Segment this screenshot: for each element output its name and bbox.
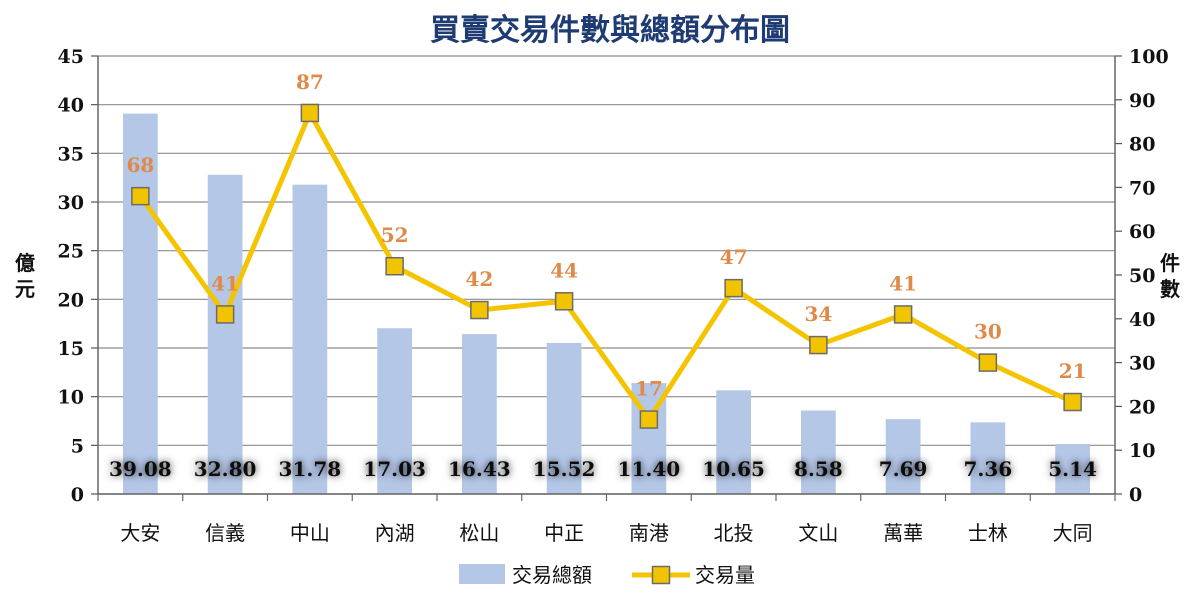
y-tick-label: 25 [58, 241, 84, 263]
line-value-label: 34 [804, 302, 832, 326]
line-marker [724, 278, 743, 298]
x-tick-label: 松山 [459, 521, 499, 545]
bar-value-label: 7.36 [964, 457, 1013, 481]
y-tick-label: 40 [58, 95, 84, 117]
bar [801, 410, 836, 494]
x-tick-label: 南港 [629, 521, 669, 545]
line-marker [1063, 392, 1082, 412]
series-line [138, 110, 1074, 423]
chart-title: 買賣交易件數與總額分布圖 [430, 13, 790, 48]
x-tick-label: 大安 [120, 521, 160, 545]
y2-tick-label: 20 [1129, 396, 1155, 418]
y-tick-label: 0 [71, 484, 84, 506]
x-tick-label: 士林 [968, 521, 1008, 545]
bar [377, 328, 412, 494]
legend-line-marker [651, 565, 671, 585]
x-tick-label: 北投 [714, 521, 754, 545]
line-value-label: 21 [1059, 359, 1087, 383]
y2-tick-label: 10 [1129, 440, 1155, 462]
legend-line-label: 交易量 [695, 563, 755, 587]
y-axis-title: 億元 [15, 251, 35, 301]
line-value-label: 47 [720, 245, 748, 269]
axes: 0 5 10 15 20 25 30 35 40 45 0 10 20 30 40 50 60 70 80 90 100… [58, 46, 1169, 545]
bar-series [123, 113, 1090, 494]
y2-tick-label: 60 [1129, 221, 1155, 243]
bar [716, 390, 751, 494]
line-value-label: 41 [211, 271, 239, 295]
x-tick-label: 萬華 [883, 521, 923, 545]
x-tick-label: 內湖 [375, 521, 415, 545]
bar-value-label: 7.69 [879, 457, 928, 481]
y2-tick-label: 90 [1129, 90, 1155, 112]
line-value-label: 42 [465, 267, 493, 291]
legend: 交易總額 交易量 [459, 563, 755, 587]
y-tick-label: 30 [58, 192, 84, 214]
data-labels: 39.08 32.80 31.78 17.03 16.43 15.52 11.40 10.65… [109, 70, 1097, 481]
bar [885, 419, 921, 494]
x-tick-label: 中山 [290, 521, 330, 545]
x-tick-label: 信義 [205, 521, 245, 545]
line-marker [893, 305, 913, 324]
bar-value-label: 17.03 [363, 457, 426, 481]
gridlines [98, 55, 1115, 495]
line-value-label: 87 [296, 70, 324, 94]
bar [970, 422, 1006, 494]
bar-value-label: 31.78 [279, 457, 342, 481]
line-marker [215, 305, 235, 324]
y2-tick-label: 40 [1129, 309, 1155, 331]
y-tick-label: 35 [58, 143, 84, 165]
y2-tick-label: 50 [1129, 265, 1155, 287]
bar [292, 184, 328, 494]
y-tick-label: 5 [71, 435, 84, 457]
y-tick-label: 15 [58, 338, 84, 360]
y-tick-label: 45 [58, 46, 84, 68]
x-tick-label: 文山 [798, 521, 838, 545]
line-value-label: 44 [550, 258, 578, 282]
bar-value-label: 5.14 [1048, 457, 1097, 481]
line-marker [470, 300, 489, 320]
x-tick-label: 中正 [544, 521, 584, 545]
bar [546, 342, 582, 494]
bar-value-label: 10.65 [702, 457, 765, 481]
line-series [131, 103, 1082, 429]
y2-axis-title: 件數 [1160, 251, 1180, 301]
line-value-label: 68 [126, 153, 154, 177]
line-marker [978, 353, 998, 372]
line-value-label: 41 [889, 271, 917, 295]
y-tick-label: 10 [58, 387, 84, 409]
legend-bar-swatch [459, 564, 505, 584]
line-value-label: 52 [381, 223, 409, 247]
y2-tick-label: 100 [1129, 46, 1169, 68]
line-marker [131, 186, 150, 206]
y2-tick-label: 70 [1129, 177, 1155, 199]
bar-value-label: 16.43 [448, 457, 511, 481]
bar [1055, 443, 1090, 494]
line-value-label: 30 [974, 320, 1002, 344]
line-marker [809, 335, 828, 355]
bar [207, 174, 243, 494]
bar-value-label: 8.58 [794, 457, 843, 481]
legend-bar-label: 交易總額 [512, 563, 592, 587]
bar [462, 334, 497, 494]
y-tick-label: 20 [58, 289, 84, 311]
line-marker [554, 292, 574, 311]
y2-tick-label: 0 [1129, 484, 1142, 506]
line-marker [300, 103, 320, 123]
bar-value-label: 15.52 [533, 457, 596, 481]
bar-value-label: 32.80 [194, 457, 257, 481]
bar [123, 113, 158, 494]
line-marker [639, 410, 659, 429]
y2-tick-label: 30 [1129, 353, 1155, 375]
bar-value-label: 39.08 [109, 457, 172, 481]
line-marker [385, 256, 404, 276]
x-tick-label: 大同 [1053, 521, 1093, 545]
y2-tick-label: 80 [1129, 134, 1155, 156]
bar-value-label: 11.40 [618, 457, 681, 481]
line-value-label: 17 [635, 377, 663, 401]
